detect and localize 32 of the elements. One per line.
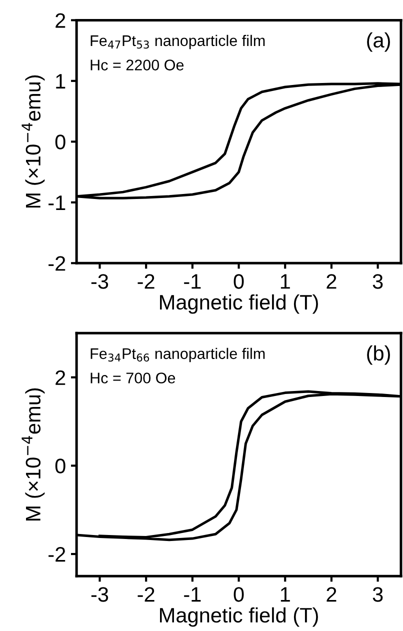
x-axis-title: Magnetic field (T) (160, 294, 318, 314)
x-tick-label: 1 (280, 587, 290, 602)
annotation: Fe$_{34}$Pt$_{66}$ nanoparticle film (90, 348, 265, 362)
x-tick-label: -2 (138, 587, 154, 602)
y-tick-label: 1 (56, 74, 66, 88)
y-tick-label: -2 (48, 547, 66, 562)
y-axis-title: M (×10$^{−4}$emu) (22, 388, 45, 521)
x-tick-label: 0 (234, 274, 244, 289)
y-tick-label: 2 (56, 13, 66, 28)
x-tick-label: 2 (326, 274, 336, 289)
x-axis-title: Magnetic field (T) (160, 607, 318, 627)
annotation: Hc = 700 Oe (90, 372, 176, 384)
x-tick-label: 1 (280, 274, 290, 289)
y-tick-label: 2 (56, 370, 66, 385)
x-tick-label: -1 (184, 587, 201, 602)
y-tick-label: 0 (55, 134, 66, 150)
y-axis-title: M (×10$^{−4}$emu) (22, 75, 45, 208)
x-tick-label: -1 (184, 274, 201, 289)
x-tick-label: 2 (326, 587, 336, 602)
x-tick-label: 3 (372, 587, 383, 602)
annotation: Hc = 2200 Oe (90, 60, 184, 70)
y-tick-label: -1 (48, 196, 66, 210)
x-tick-label: 0 (234, 587, 244, 602)
x-tick-label: -2 (138, 274, 154, 289)
x-tick-label: -3 (91, 587, 108, 602)
x-tick-label: -3 (91, 274, 108, 289)
y-tick-label: -2 (48, 256, 66, 271)
annotation: Fe$_{47}$Pt$_{53}$ nanoparticle film (90, 34, 265, 50)
x-tick-label: 3 (372, 274, 383, 289)
annotation: (a) (367, 32, 390, 52)
annotation: (b) (367, 345, 390, 365)
y-tick-label: 0 (55, 458, 66, 474)
